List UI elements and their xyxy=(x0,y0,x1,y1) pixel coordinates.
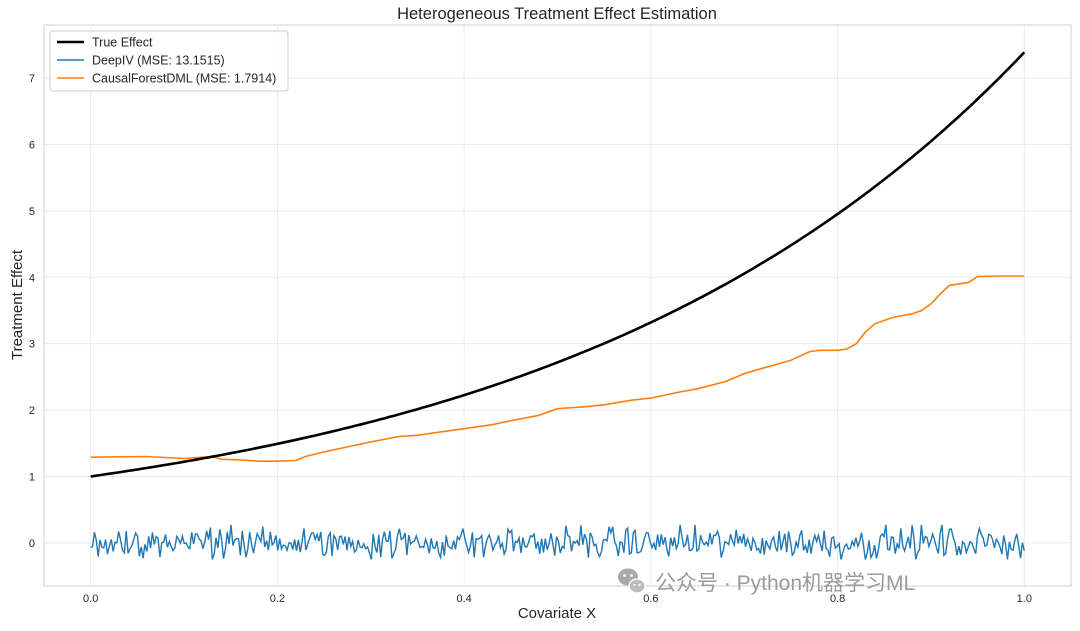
watermark-text: 公众号 · Python机器学习ML xyxy=(655,572,915,595)
y-tick-label: 7 xyxy=(29,73,35,85)
legend-entry-deepiv-label: DeepIV (MSE: 13.1515) xyxy=(92,54,225,68)
x-tick-label: 0.4 xyxy=(456,593,471,605)
grid xyxy=(44,25,1071,586)
y-tick-label: 2 xyxy=(29,405,35,417)
y-tick-label: 4 xyxy=(29,272,35,284)
y-tick-label: 6 xyxy=(29,140,35,152)
legend-box xyxy=(49,30,289,92)
x-tick-label: 0.6 xyxy=(643,593,658,605)
x-tick-label: 1.0 xyxy=(1017,593,1032,605)
y-axis-ticks: 0 1 2 3 4 5 6 7 xyxy=(29,73,35,550)
series-line-deepiv xyxy=(90,524,1025,561)
y-tick-label: 0 xyxy=(29,538,35,550)
series-line-true-effect xyxy=(90,51,1026,478)
y-tick-label: 1 xyxy=(29,471,35,483)
x-tick-label: 0.0 xyxy=(83,593,98,605)
chart-title: Heterogeneous Treatment Effect Estimatio… xyxy=(397,5,717,23)
x-tick-label: 0.8 xyxy=(830,593,845,605)
x-axis-ticks: 0.0 0.2 0.4 0.6 0.8 1.0 xyxy=(83,593,1032,605)
plot-frame xyxy=(43,24,1072,587)
wechat-icon xyxy=(618,568,646,594)
legend-entry-true-effect-label: True Effect xyxy=(92,36,153,50)
legend-entry-causalforestdml-label: CausalForestDML (MSE: 1.7914) xyxy=(92,72,276,86)
y-axis-label: Treatment Effect xyxy=(9,249,26,360)
x-tick-label: 0.2 xyxy=(270,593,285,605)
y-tick-label: 5 xyxy=(29,206,35,218)
watermark: 公众号 · Python机器学习ML xyxy=(618,568,915,595)
y-tick-label: 3 xyxy=(29,339,35,351)
legend: True Effect DeepIV (MSE: 13.1515) CausalFo… xyxy=(49,30,289,92)
x-axis-label: Covariate X xyxy=(518,605,596,622)
series-line-causalforestdml xyxy=(90,275,1025,463)
series-layer xyxy=(90,51,1026,561)
